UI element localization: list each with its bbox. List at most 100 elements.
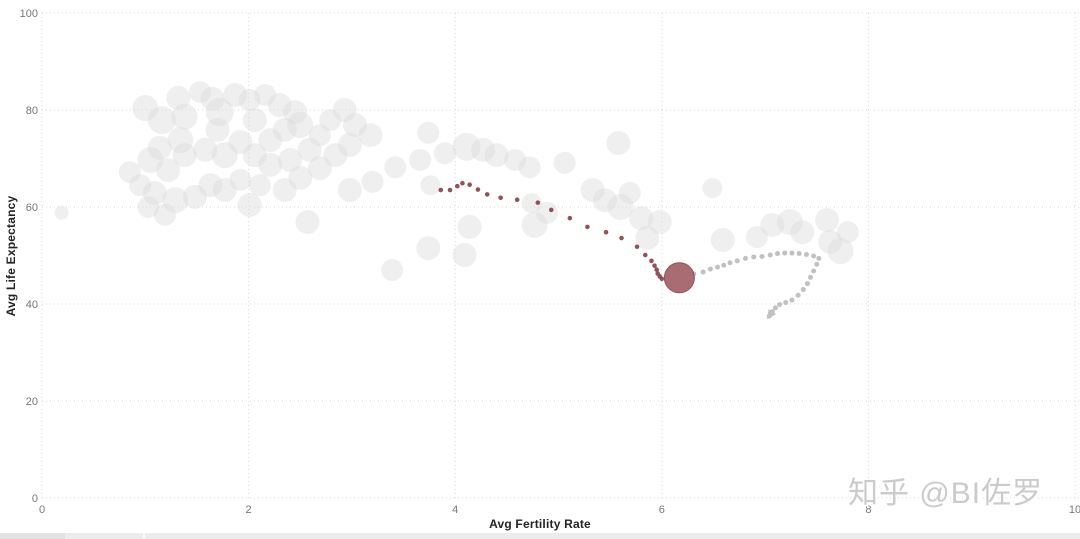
- country-bubble[interactable]: [212, 178, 237, 203]
- country-bubble[interactable]: [536, 201, 559, 224]
- country-bubble[interactable]: [484, 143, 509, 168]
- country-bubble[interactable]: [417, 121, 440, 144]
- country-bubble[interactable]: [229, 168, 252, 191]
- country-bubble[interactable]: [297, 137, 322, 162]
- comparison-trail-point[interactable]: [800, 286, 806, 292]
- selected-country-bubble[interactable]: [663, 262, 695, 294]
- selected-trail-point[interactable]: [467, 182, 472, 187]
- country-bubble[interactable]: [295, 210, 320, 235]
- selected-trail-point[interactable]: [649, 258, 654, 264]
- country-bubble[interactable]: [182, 184, 207, 209]
- country-bubble[interactable]: [827, 238, 854, 265]
- selected-trail-point[interactable]: [548, 207, 554, 213]
- country-bubble[interactable]: [521, 211, 548, 238]
- country-bubble[interactable]: [147, 106, 176, 135]
- comparison-trail-point[interactable]: [772, 305, 778, 311]
- country-bubble[interactable]: [308, 124, 331, 147]
- country-bubble[interactable]: [384, 156, 407, 179]
- selected-trail-point[interactable]: [514, 197, 520, 203]
- country-bubble[interactable]: [337, 132, 362, 157]
- country-bubble[interactable]: [647, 210, 672, 235]
- country-bubble[interactable]: [132, 95, 159, 122]
- country-bubble[interactable]: [193, 137, 218, 162]
- country-bubble[interactable]: [54, 205, 69, 220]
- country-bubble[interactable]: [237, 193, 262, 218]
- country-bubble[interactable]: [258, 128, 283, 153]
- comparison-trail-point[interactable]: [783, 300, 789, 306]
- country-bubble[interactable]: [118, 161, 141, 184]
- country-bubble[interactable]: [307, 156, 332, 181]
- selected-trail-point[interactable]: [454, 183, 460, 189]
- country-bubble[interactable]: [702, 178, 723, 199]
- country-bubble[interactable]: [409, 148, 432, 171]
- country-bubble[interactable]: [818, 229, 843, 254]
- country-bubble[interactable]: [815, 208, 840, 233]
- comparison-trail-point[interactable]: [814, 261, 820, 267]
- country-bubble[interactable]: [272, 117, 297, 142]
- selected-trail-point[interactable]: [484, 192, 490, 197]
- country-bubble[interactable]: [607, 194, 634, 220]
- country-bubble[interactable]: [553, 151, 576, 174]
- country-bubble[interactable]: [137, 146, 164, 173]
- country-bubble[interactable]: [167, 127, 194, 154]
- country-bubble[interactable]: [606, 130, 631, 155]
- country-bubble[interactable]: [332, 98, 357, 122]
- country-bubble[interactable]: [162, 187, 189, 214]
- selected-trail-point[interactable]: [603, 229, 609, 235]
- country-bubble[interactable]: [457, 214, 482, 239]
- country-bubble[interactable]: [198, 173, 223, 198]
- country-bubble[interactable]: [223, 82, 248, 107]
- country-bubble[interactable]: [452, 243, 477, 268]
- country-bubble[interactable]: [228, 130, 253, 155]
- country-bubble[interactable]: [258, 152, 283, 177]
- selected-trail-point[interactable]: [634, 244, 640, 250]
- country-bubble[interactable]: [361, 170, 384, 193]
- country-bubble[interactable]: [272, 178, 297, 203]
- country-bubble[interactable]: [635, 226, 660, 251]
- selected-trail-point[interactable]: [654, 267, 659, 272]
- country-bubble[interactable]: [337, 178, 362, 203]
- country-bubble[interactable]: [323, 143, 348, 168]
- country-bubble[interactable]: [790, 220, 815, 245]
- selected-trail-point[interactable]: [652, 263, 657, 268]
- country-bubble[interactable]: [521, 193, 542, 214]
- comparison-trail-point[interactable]: [789, 297, 795, 303]
- comparison-trail-point[interactable]: [789, 250, 795, 256]
- country-bubble[interactable]: [277, 147, 302, 172]
- comparison-trail-point[interactable]: [751, 254, 757, 260]
- comparison-trail-point[interactable]: [803, 252, 809, 258]
- selected-trail-point[interactable]: [460, 180, 465, 186]
- country-bubble[interactable]: [242, 143, 267, 168]
- country-bubble[interactable]: [211, 142, 238, 169]
- country-bubble[interactable]: [629, 206, 654, 231]
- country-bubble[interactable]: [420, 175, 441, 196]
- country-bubble[interactable]: [518, 156, 541, 179]
- country-bubble[interactable]: [129, 174, 152, 197]
- country-bubble[interactable]: [776, 209, 803, 236]
- comparison-trail-point[interactable]: [700, 269, 706, 275]
- country-bubble[interactable]: [172, 143, 197, 168]
- country-bubble[interactable]: [254, 83, 277, 106]
- country-bubble[interactable]: [760, 212, 785, 237]
- country-bubble[interactable]: [171, 103, 198, 130]
- comparison-trail-point[interactable]: [767, 252, 773, 258]
- country-bubble[interactable]: [358, 123, 383, 148]
- comparison-trail-point[interactable]: [774, 251, 780, 257]
- comparison-trail-point[interactable]: [796, 251, 802, 257]
- country-bubble[interactable]: [580, 178, 605, 203]
- selected-trail-point[interactable]: [498, 195, 503, 201]
- comparison-trail-point[interactable]: [777, 301, 783, 307]
- country-bubble[interactable]: [416, 236, 441, 261]
- selected-trail-point[interactable]: [447, 187, 453, 193]
- country-bubble[interactable]: [238, 88, 261, 111]
- selected-trail-point[interactable]: [475, 187, 481, 192]
- country-bubble[interactable]: [137, 196, 160, 218]
- country-bubble[interactable]: [283, 99, 308, 124]
- country-bubble[interactable]: [205, 97, 234, 126]
- country-bubble[interactable]: [189, 81, 212, 104]
- country-bubble[interactable]: [471, 137, 496, 162]
- country-bubble[interactable]: [319, 109, 342, 132]
- country-bubble[interactable]: [381, 259, 404, 282]
- country-bubble[interactable]: [836, 221, 859, 244]
- selected-trail-point[interactable]: [659, 276, 665, 282]
